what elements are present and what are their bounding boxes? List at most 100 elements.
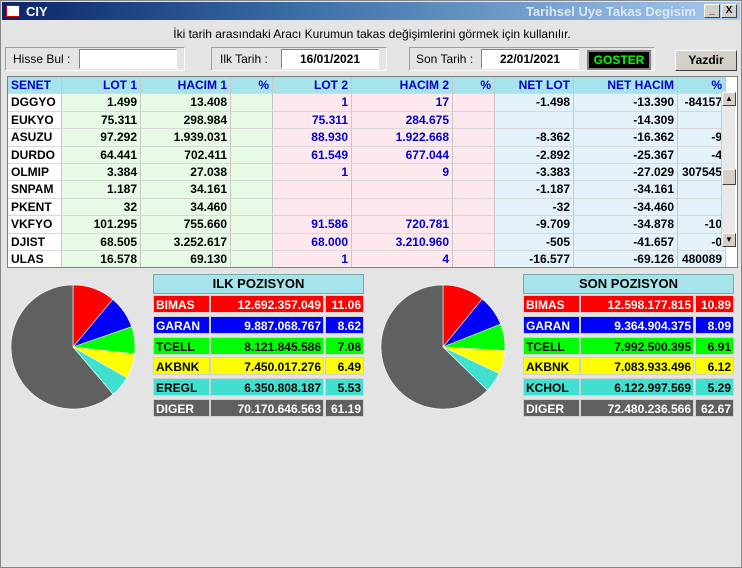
column-header[interactable]: NET LOT bbox=[495, 77, 574, 95]
senet-cell[interactable]: OLMIP bbox=[8, 164, 62, 182]
table-cell[interactable]: 34.161 bbox=[141, 181, 231, 199]
table-cell[interactable]: -84157 bbox=[678, 94, 726, 112]
column-header[interactable]: HACIM 1 bbox=[141, 77, 231, 95]
senet-cell[interactable]: PKENT bbox=[8, 198, 62, 217]
senet-cell[interactable]: DGGYO bbox=[8, 94, 62, 112]
senet-cell[interactable]: EUKYO bbox=[8, 111, 62, 130]
senet-cell[interactable]: ASUZU bbox=[8, 129, 62, 147]
table-cell[interactable]: 64.441 bbox=[62, 146, 141, 164]
table-cell[interactable]: 480089 bbox=[678, 251, 726, 267]
table-cell[interactable]: 677.044 bbox=[352, 146, 453, 164]
hisse-search-input[interactable] bbox=[79, 49, 177, 69]
table-cell[interactable]: -14.309 bbox=[574, 111, 678, 130]
table-cell[interactable]: 9 bbox=[352, 164, 453, 182]
table-cell[interactable]: -13.390 bbox=[574, 94, 678, 112]
senet-cell[interactable]: ULAS bbox=[8, 251, 62, 267]
yazdir-button[interactable]: Yazdir bbox=[675, 50, 737, 71]
table-cell[interactable]: 32 bbox=[62, 198, 141, 217]
table-cell[interactable]: -41.657 bbox=[574, 233, 678, 251]
table-cell[interactable]: 4 bbox=[352, 251, 453, 267]
column-header[interactable]: LOT 1 bbox=[62, 77, 141, 95]
table-cell[interactable]: -34.460 bbox=[574, 198, 678, 217]
table-cell[interactable]: 27.038 bbox=[141, 164, 231, 182]
table-cell[interactable] bbox=[678, 198, 726, 217]
table-cell[interactable] bbox=[453, 181, 495, 199]
column-header[interactable]: SENET bbox=[8, 77, 62, 95]
table-cell[interactable]: 3.252.617 bbox=[141, 233, 231, 251]
scroll-down-icon[interactable]: ▼ bbox=[722, 233, 736, 247]
table-cell[interactable]: -9 bbox=[678, 129, 726, 147]
table-cell[interactable]: -25.367 bbox=[574, 146, 678, 164]
table-cell[interactable]: 34.460 bbox=[141, 198, 231, 217]
table-cell[interactable]: 1.499 bbox=[62, 94, 141, 112]
table-cell[interactable]: 298.984 bbox=[141, 111, 231, 130]
table-cell[interactable]: 284.675 bbox=[352, 111, 453, 130]
table-cell[interactable]: -3.383 bbox=[495, 164, 574, 182]
table-cell[interactable]: 61.549 bbox=[273, 146, 352, 164]
table-cell[interactable]: -32 bbox=[495, 198, 574, 217]
table-cell[interactable]: 3.210.960 bbox=[352, 233, 453, 251]
column-header[interactable]: HACIM 2 bbox=[352, 77, 453, 95]
column-header[interactable]: NET HACIM bbox=[574, 77, 678, 95]
table-cell[interactable] bbox=[453, 198, 495, 217]
table-cell[interactable]: 69.130 bbox=[141, 251, 231, 267]
table-cell[interactable]: 68.000 bbox=[273, 233, 352, 251]
table-cell[interactable]: -69.126 bbox=[574, 251, 678, 267]
table-cell[interactable]: 3.384 bbox=[62, 164, 141, 182]
table-cell[interactable]: 307545 bbox=[678, 164, 726, 182]
column-header[interactable]: % bbox=[231, 77, 273, 95]
table-cell[interactable]: 91.586 bbox=[273, 216, 352, 234]
table-cell[interactable] bbox=[352, 198, 453, 217]
minimize-button[interactable]: _ bbox=[704, 4, 720, 18]
table-cell[interactable]: -8.362 bbox=[495, 129, 574, 147]
senet-cell[interactable]: VKFYO bbox=[8, 216, 62, 234]
table-cell[interactable] bbox=[231, 198, 273, 217]
table-cell[interactable] bbox=[453, 251, 495, 267]
table-cell[interactable] bbox=[231, 129, 273, 147]
table-cell[interactable]: -0 bbox=[678, 233, 726, 251]
table-cell[interactable]: -10 bbox=[678, 216, 726, 234]
table-cell[interactable] bbox=[231, 216, 273, 234]
table-cell[interactable]: 1.187 bbox=[62, 181, 141, 199]
table-cell[interactable]: -27.029 bbox=[574, 164, 678, 182]
senet-cell[interactable]: SNPAM bbox=[8, 181, 62, 199]
table-cell[interactable]: 755.660 bbox=[141, 216, 231, 234]
table-cell[interactable] bbox=[352, 181, 453, 199]
table-cell[interactable] bbox=[678, 181, 726, 199]
table-cell[interactable] bbox=[453, 146, 495, 164]
table-cell[interactable]: 97.292 bbox=[62, 129, 141, 147]
table-cell[interactable]: 702.411 bbox=[141, 146, 231, 164]
table-cell[interactable] bbox=[453, 129, 495, 147]
table-cell[interactable]: 1 bbox=[273, 94, 352, 112]
table-cell[interactable]: -1.498 bbox=[495, 94, 574, 112]
table-cell[interactable]: -2.892 bbox=[495, 146, 574, 164]
table-cell[interactable]: -34.878 bbox=[574, 216, 678, 234]
table-cell[interactable] bbox=[453, 94, 495, 112]
table-cell[interactable]: 1 bbox=[273, 164, 352, 182]
table-cell[interactable] bbox=[231, 94, 273, 112]
table-cell[interactable]: -16.362 bbox=[574, 129, 678, 147]
table-cell[interactable]: -505 bbox=[495, 233, 574, 251]
close-button[interactable]: X bbox=[721, 4, 737, 18]
table-cell[interactable] bbox=[453, 216, 495, 234]
table-cell[interactable]: 16.578 bbox=[62, 251, 141, 267]
table-cell[interactable]: -9.709 bbox=[495, 216, 574, 234]
table-cell[interactable] bbox=[453, 111, 495, 130]
table-cell[interactable]: 68.505 bbox=[62, 233, 141, 251]
table-cell[interactable]: 88.930 bbox=[273, 129, 352, 147]
table-cell[interactable]: -16.577 bbox=[495, 251, 574, 267]
goster-button[interactable]: GOSTER bbox=[587, 50, 651, 70]
vertical-scrollbar[interactable]: ▲ ▼ bbox=[721, 92, 736, 247]
table-cell[interactable]: 75.311 bbox=[273, 111, 352, 130]
table-cell[interactable] bbox=[231, 251, 273, 267]
table-cell[interactable] bbox=[678, 111, 726, 130]
table-cell[interactable]: 101.295 bbox=[62, 216, 141, 234]
son-tarih-field[interactable]: 22/01/2021 bbox=[481, 49, 579, 69]
table-cell[interactable] bbox=[231, 146, 273, 164]
table-cell[interactable]: 17 bbox=[352, 94, 453, 112]
table-cell[interactable]: -1.187 bbox=[495, 181, 574, 199]
table-cell[interactable] bbox=[453, 164, 495, 182]
table-cell[interactable]: 720.781 bbox=[352, 216, 453, 234]
table-cell[interactable] bbox=[231, 164, 273, 182]
column-header[interactable]: % bbox=[453, 77, 495, 95]
